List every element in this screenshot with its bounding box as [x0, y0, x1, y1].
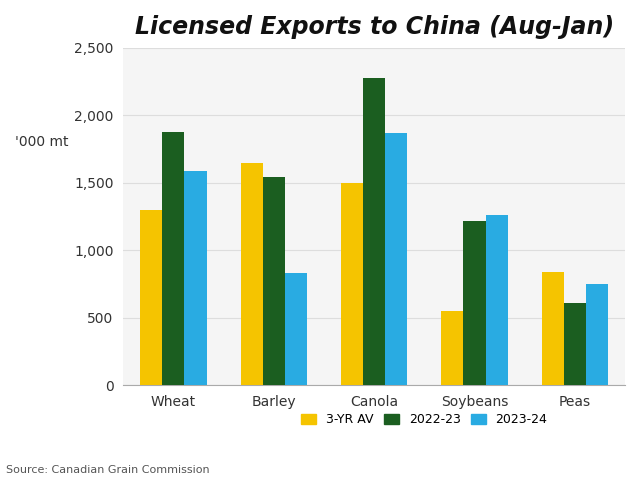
Bar: [586, 345, 608, 385]
Title: Licensed Exports to China (Aug-Jan): Licensed Exports to China (Aug-Jan): [134, 15, 614, 39]
Bar: [263, 177, 285, 385]
Bar: [586, 284, 608, 385]
Bar: [363, 78, 385, 385]
Bar: [140, 210, 163, 385]
Bar: [285, 273, 307, 385]
Bar: [385, 133, 407, 385]
Bar: [541, 272, 564, 385]
Bar: [564, 345, 586, 385]
Bar: [564, 303, 586, 385]
Legend: 3-YR AV, 2022-23, 2023-24: 3-YR AV, 2022-23, 2023-24: [296, 408, 552, 431]
Bar: [486, 345, 508, 385]
Bar: [241, 163, 263, 385]
Bar: [486, 215, 508, 385]
Bar: [463, 345, 486, 385]
Y-axis label: '000 mt: '000 mt: [15, 135, 68, 149]
Bar: [163, 132, 184, 385]
Bar: [341, 183, 363, 385]
Text: Source: Canadian Grain Commission: Source: Canadian Grain Commission: [6, 465, 210, 475]
Bar: [442, 311, 463, 385]
Bar: [463, 221, 486, 385]
Bar: [184, 171, 207, 385]
